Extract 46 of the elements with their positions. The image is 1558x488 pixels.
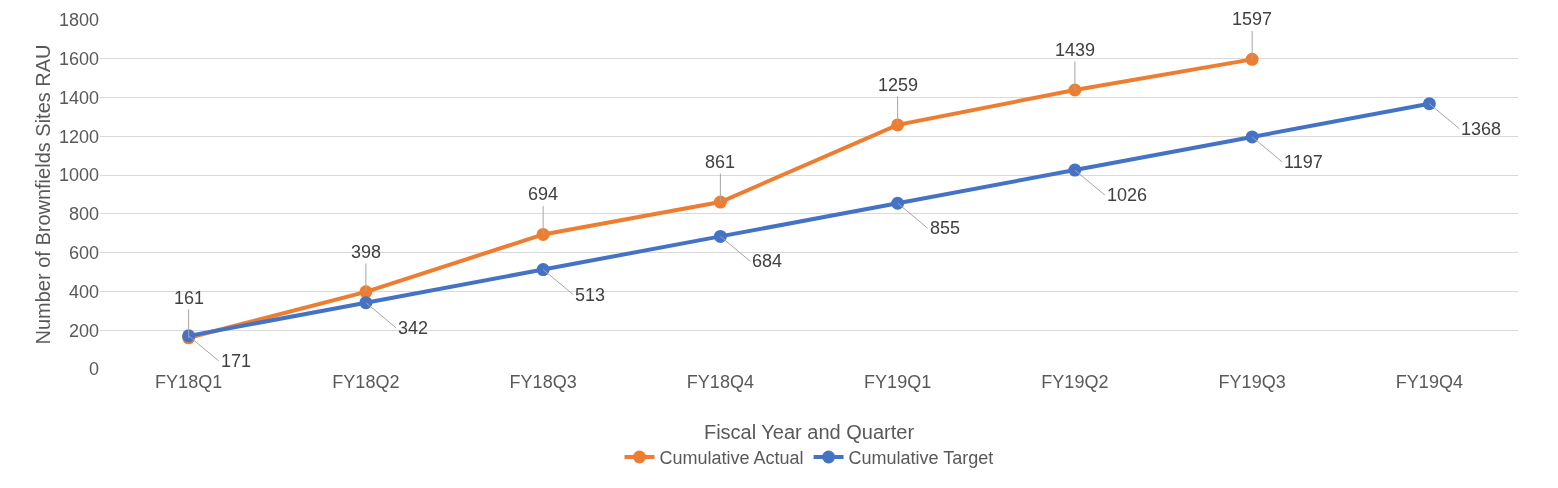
- data-label: 861: [705, 152, 736, 172]
- point: [536, 227, 550, 241]
- y-tick-label: 200: [68, 320, 99, 341]
- data-label: 342: [398, 318, 429, 338]
- y-tick-label: 1000: [58, 165, 99, 186]
- data-label: 161: [174, 288, 205, 308]
- data-label: 1026: [1107, 185, 1148, 205]
- data-label: 855: [930, 218, 961, 238]
- data-label: 398: [351, 242, 382, 262]
- data-label: 684: [752, 251, 783, 271]
- y-tick-label: 400: [68, 281, 99, 302]
- legend-label: Cumulative Actual: [659, 448, 804, 469]
- point: [713, 195, 727, 209]
- point: [891, 196, 905, 210]
- x-tick-label: FY18Q4: [686, 372, 754, 392]
- data-label: 1439: [1055, 40, 1096, 60]
- data-label: 1368: [1461, 119, 1502, 139]
- y-tick-label: 0: [88, 359, 99, 380]
- x-tick-label: FY19Q2: [1041, 372, 1109, 392]
- point: [1422, 97, 1436, 111]
- y-tick-label: 1200: [58, 126, 99, 147]
- point: [891, 118, 905, 132]
- y-tick-label: 1400: [58, 87, 99, 108]
- point: [1245, 130, 1259, 144]
- x-tick-label: FY18Q1: [155, 372, 223, 392]
- x-tick-label: FY19Q4: [1395, 372, 1463, 392]
- point: [713, 229, 727, 243]
- data-label: 171: [221, 351, 252, 371]
- point: [536, 263, 550, 277]
- y-tick-label: 1800: [58, 10, 99, 31]
- x-axis-title: Fiscal Year and Quarter: [703, 421, 915, 443]
- data-label: 1197: [1284, 152, 1323, 172]
- legend-label: Cumulative Target: [848, 448, 994, 469]
- data-label: 694: [528, 184, 559, 204]
- y-tick-label: 1600: [58, 49, 99, 70]
- data-label: 1259: [878, 75, 919, 95]
- y-tick-label: 800: [68, 204, 99, 225]
- x-tick-label: FY19Q3: [1218, 372, 1286, 392]
- x-tick-label: FY19Q1: [864, 372, 932, 392]
- y-axis-title: Number of Brownfields Sites RAU: [32, 44, 54, 345]
- data-label: 1597: [1232, 9, 1273, 29]
- data-label: 513: [575, 285, 606, 305]
- x-tick-label: FY18Q2: [332, 372, 400, 392]
- point: [359, 296, 373, 310]
- y-tick-label: 600: [68, 242, 99, 263]
- x-tick-label: FY18Q3: [509, 372, 577, 392]
